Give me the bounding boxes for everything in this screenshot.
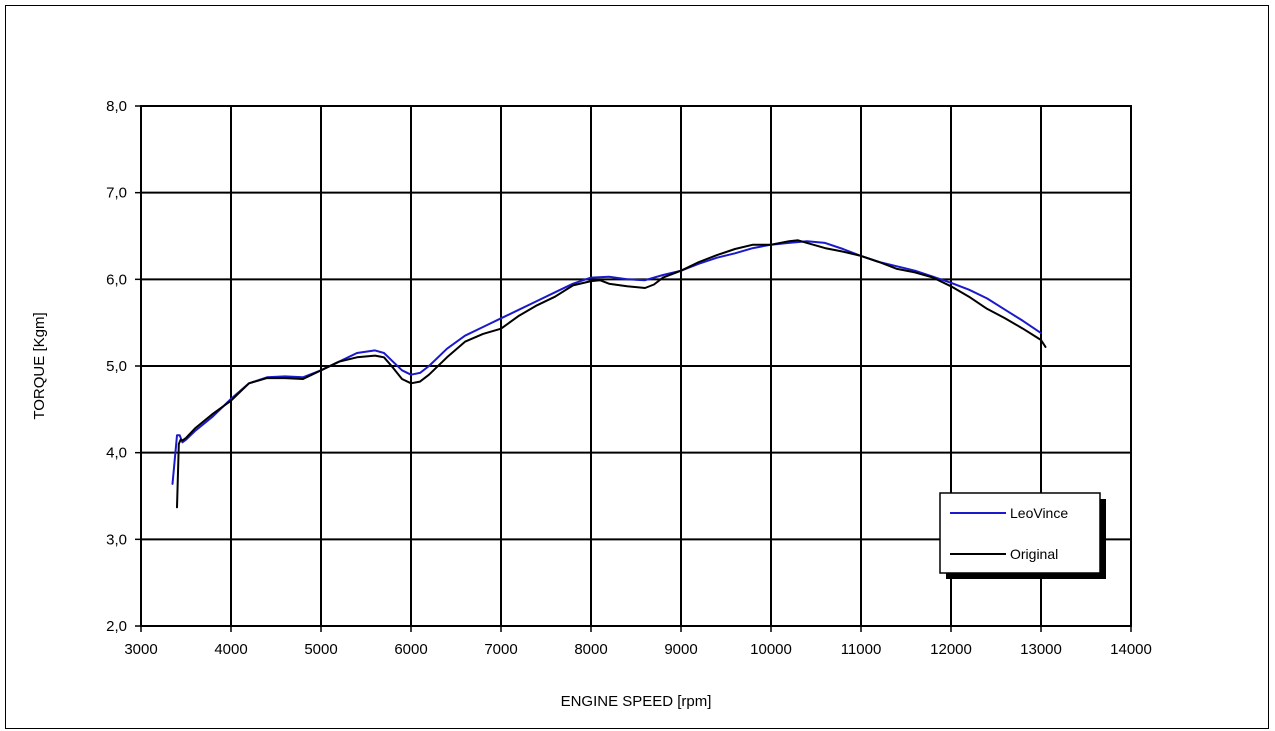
y-axis-title: TORQUE [Kgm] bbox=[31, 312, 48, 419]
x-tick-label: 5000 bbox=[304, 641, 337, 658]
tick-labels: 3000 4000 5000 6000 7000 8000 9000 10000 11000 12… bbox=[106, 98, 1152, 658]
x-tick-label: 12000 bbox=[930, 641, 972, 658]
x-tick-label: 9000 bbox=[664, 641, 697, 658]
y-tick-label: 4,0 bbox=[106, 445, 127, 462]
x-tick-label: 4000 bbox=[214, 641, 247, 658]
x-tick-label: 11000 bbox=[841, 641, 882, 658]
x-tick-label: 14000 bbox=[1110, 641, 1152, 658]
series-layer bbox=[171, 239, 1047, 509]
legend: LeoVince Original bbox=[939, 492, 1106, 579]
x-tick-label: 7000 bbox=[484, 641, 517, 658]
plot-area-border bbox=[140, 105, 1132, 627]
legend-label-original: Original bbox=[1010, 546, 1058, 562]
x-tick-label: 10000 bbox=[750, 641, 792, 658]
series-line-original bbox=[176, 239, 1047, 509]
y-tick-label: 3,0 bbox=[106, 531, 127, 548]
legend-box bbox=[939, 492, 1101, 574]
x-axis-title: ENGINE SPEED [rpm] bbox=[561, 693, 712, 710]
x-tick-label: 6000 bbox=[394, 641, 427, 658]
y-tick-label: 6,0 bbox=[106, 271, 127, 288]
y-tick-label: 5,0 bbox=[106, 358, 127, 375]
x-tick-label: 3000 bbox=[124, 641, 157, 658]
chart-frame bbox=[5, 5, 1269, 729]
legend-label-leovince: LeoVince bbox=[1010, 505, 1068, 521]
y-tick-label: 7,0 bbox=[106, 185, 127, 202]
series-line-leovince bbox=[171, 240, 1042, 485]
y-tick-label: 2,0 bbox=[106, 618, 127, 635]
grid bbox=[135, 105, 1132, 632]
x-tick-label: 13000 bbox=[1020, 641, 1062, 658]
x-tick-label: 8000 bbox=[574, 641, 607, 658]
y-tick-label: 8,0 bbox=[106, 98, 127, 115]
